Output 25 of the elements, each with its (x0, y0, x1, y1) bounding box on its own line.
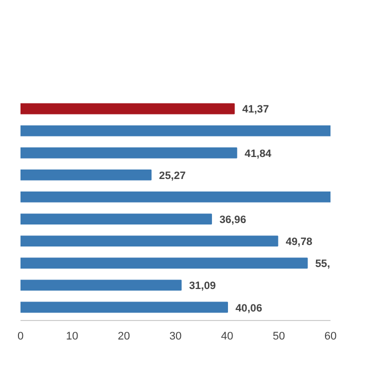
x-tick-label: 50 (272, 330, 285, 342)
x-tick-label: 30 (169, 330, 182, 342)
x-tick-label: 40 (221, 330, 234, 342)
bar (20, 258, 308, 269)
data-label: 55, (315, 258, 330, 270)
data-label: 41,37 (242, 104, 269, 116)
data-label: 41,84 (244, 148, 272, 160)
bar (20, 192, 330, 202)
x-tick-label: 10 (66, 330, 78, 342)
data-label: 36,96 (219, 214, 246, 226)
data-label: 49,78 (286, 236, 312, 248)
data-label: 25,27 (159, 170, 186, 182)
bar (20, 147, 238, 158)
bar (20, 280, 182, 291)
data-label: 40,06 (235, 302, 262, 314)
x-tick-label: 0 (17, 330, 24, 342)
bar (20, 302, 228, 313)
bar (20, 214, 212, 224)
x-tick-label: 20 (118, 330, 130, 342)
bar (20, 125, 330, 136)
bar (20, 103, 235, 114)
x-tick-label: 60 (324, 330, 337, 342)
bar (20, 169, 152, 180)
bar (20, 236, 278, 247)
data-label: 31,09 (189, 280, 216, 292)
